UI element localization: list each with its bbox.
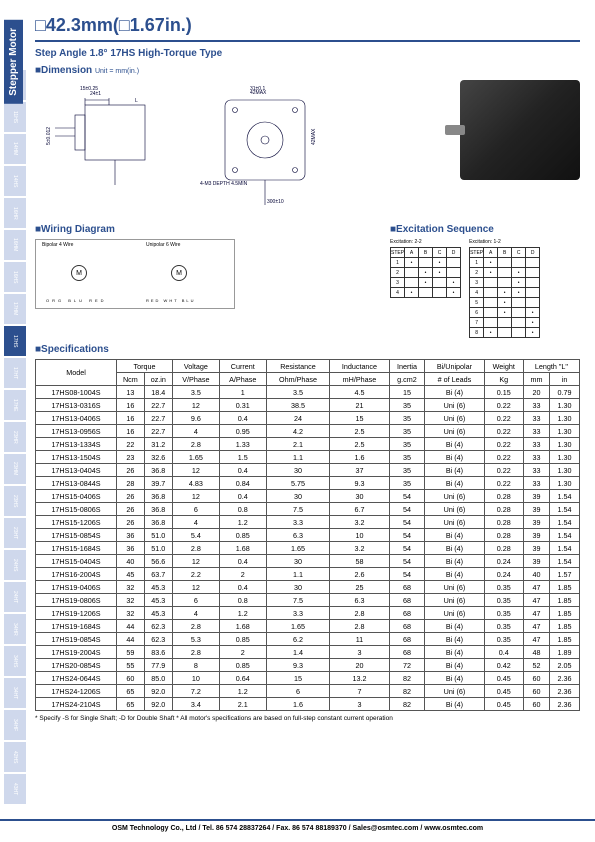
table-row: 17HS24-1206S6592.07.21.26782Uni (6)0.456…	[36, 685, 580, 698]
sidetab-42hs[interactable]: 42HS	[4, 742, 26, 772]
page-title: □42.3mm(□1.67in.)	[35, 15, 580, 42]
sidetab-34hr[interactable]: 34HR	[4, 614, 26, 644]
table-row: 17HS19-1684S4462.32.81.681.652.868Bi (4)…	[36, 620, 580, 633]
excitation-tables: Excitation: 2-2 STEPABCD 1•• 2•• 3•• 4••…	[390, 239, 580, 338]
page-subtitle: Step Angle 1.8° 17HS High-Torque Type	[35, 48, 580, 59]
table-row: 17HS15-1206S2636.841.23.33.254Uni (6)0.2…	[36, 516, 580, 529]
table-row: 17HS13-0316S1622.7120.3138.52135Uni (6)0…	[36, 399, 580, 412]
spec-table: Model Torque Voltage Current Resistance …	[35, 359, 580, 711]
table-row: 17HS20-0854S5577.980.859.32072Bi (4)0.42…	[36, 659, 580, 672]
table-row: 17HS15-0854S3651.05.40.856.31054Bi (4)0.…	[36, 529, 580, 542]
sidetab-17hm[interactable]: 17HM	[4, 294, 26, 324]
side-category-label: Stepper Motor	[4, 20, 23, 104]
sidetab-17hs[interactable]: 17HS	[4, 326, 26, 356]
table-row: 17HS13-0956S1622.740.954.22.535Uni (6)0.…	[36, 425, 580, 438]
table-row: 17HS15-0806S2636.860.87.56.754Uni (6)0.2…	[36, 503, 580, 516]
table-row: 17HS15-1684S3651.02.81.681.653.254Bi (4)…	[36, 542, 580, 555]
svg-text:15±0.25: 15±0.25	[80, 86, 98, 92]
table-row: 17HS24-2104S6592.03.42.11.6382Bi (4)0.45…	[36, 698, 580, 711]
sidetab-34hs[interactable]: 34HS	[4, 646, 26, 676]
table-row: 17HS15-0406S2636.8120.4303054Uni (6)0.28…	[36, 490, 580, 503]
sidetab-16hr[interactable]: 16HR	[4, 198, 26, 228]
table-row: 17HS13-0844S2839.74.830.845.759.335Bi (4…	[36, 477, 580, 490]
sidetab-23hs[interactable]: 23HS	[4, 486, 26, 516]
svg-text:4-M3 DEPTH 4.5MIN: 4-M3 DEPTH 4.5MIN	[200, 181, 248, 187]
table-row: 17HS13-1334S2231.22.81.332.12.535Bi (4)0…	[36, 438, 580, 451]
footer: OSM Technology Co., Ltd / Tel. 86 574 28…	[0, 819, 595, 832]
sidetab-14hs[interactable]: 14HS	[4, 166, 26, 196]
sidebar: Stepper Motor 8HS11HS14HM14HS16HR16HM16H…	[0, 0, 30, 842]
motor-photo	[460, 80, 580, 180]
table-row: 17HS08-1004S1318.43.513.54.515Bi (4)0.15…	[36, 386, 580, 399]
table-row: 17HS19-0854S4462.35.30.856.21168Bi (4)0.…	[36, 633, 580, 646]
table-row: 17HS15-0404S4056.6120.4305854Bi (4)0.243…	[36, 555, 580, 568]
sidetab-23hr[interactable]: 23HR	[4, 422, 26, 452]
table-row: 17HS19-2004S5983.62.821.4368Bi (4)0.4481…	[36, 646, 580, 659]
sidetab-43ht[interactable]: 43HT	[4, 774, 26, 804]
footnote: * Specify -S for Single Shaft; -D for Do…	[35, 715, 580, 722]
table-row: 17HS19-0806S3245.360.87.56.368Uni (6)0.3…	[36, 594, 580, 607]
sidetab-17ht[interactable]: 17HT	[4, 358, 26, 388]
svg-text:5±0.012: 5±0.012	[46, 127, 52, 145]
side-view-drawing: 24±1 15±0.25 5±0.012 L	[35, 80, 185, 190]
sidetab-16hs[interactable]: 16HS	[4, 262, 26, 292]
svg-text:300±10: 300±10	[267, 199, 284, 205]
sidetab-23hm[interactable]: 23HM	[4, 454, 26, 484]
sidetab-16hm[interactable]: 16HM	[4, 230, 26, 260]
sidetab-34hf[interactable]: 34HF	[4, 710, 26, 740]
sidetab-17he[interactable]: 17HE	[4, 390, 26, 420]
table-row: 17HS19-1206S3245.341.23.32.868Uni (6)0.3…	[36, 607, 580, 620]
sidetab-24hs[interactable]: 24HS	[4, 550, 26, 580]
wiring-heading: ■Wiring Diagram	[35, 224, 315, 235]
table-row: 17HS13-1504S2332.61.651.51.11.635Bi (4)0…	[36, 451, 580, 464]
table-row: 17HS24-0644S6085.0100.641513.282Bi (4)0.…	[36, 672, 580, 685]
dimension-heading: ■Dimension Unit = mm(in.)	[35, 65, 580, 76]
excitation-heading: ■Excitation Sequence	[390, 224, 580, 235]
sidetab-23ht[interactable]: 23HT	[4, 518, 26, 548]
wiring-diagram: Bipolar 4 Wire Unipolar 6 Wire M M ORG B…	[35, 239, 235, 309]
sidetab-11hs[interactable]: 11HS	[4, 102, 26, 132]
svg-text:L: L	[135, 98, 138, 104]
table-row: 17HS13-0406S1622.79.60.4241535Uni (6)0.2…	[36, 412, 580, 425]
sidetab-14hm[interactable]: 14HM	[4, 134, 26, 164]
sidetab-34ht[interactable]: 34HT	[4, 678, 26, 708]
dimension-diagrams: 24±1 15±0.25 5±0.012 L 42MAX 42MAX 31±0.…	[35, 80, 580, 210]
svg-text:31±0.1: 31±0.1	[250, 86, 265, 92]
sidetab-24ht[interactable]: 24HT	[4, 582, 26, 612]
front-view-drawing: 42MAX 42MAX 31±0.1 4-M3 DEPTH 4.5MIN 300…	[195, 80, 335, 210]
specs-heading: ■Specifications	[35, 344, 580, 355]
table-row: 17HS19-0406S3245.3120.4302568Uni (6)0.35…	[36, 581, 580, 594]
table-row: 17HS16-2004S4563.72.221.12.654Bi (4)0.24…	[36, 568, 580, 581]
table-row: 17HS13-0404S2636.8120.4303735Bi (4)0.223…	[36, 464, 580, 477]
page-content: □42.3mm(□1.67in.) Step Angle 1.8° 17HS H…	[35, 15, 580, 722]
svg-text:42MAX: 42MAX	[311, 128, 317, 145]
